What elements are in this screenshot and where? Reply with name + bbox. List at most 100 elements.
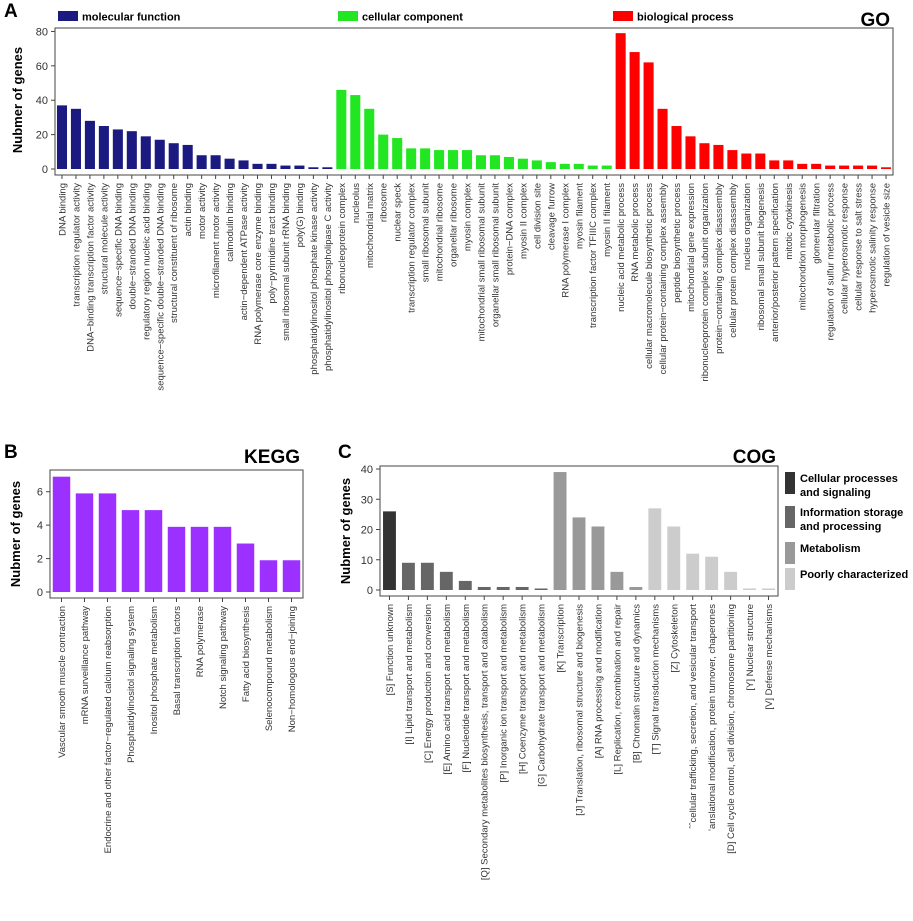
panel-c-legend-swatch [785, 472, 795, 494]
panel-a-xtick-label: protein−DNA complex [504, 183, 515, 275]
panel-c-ytick-label: 10 [361, 555, 373, 567]
panel-a-bar [741, 153, 752, 169]
panel-c-ytick-label: 0 [367, 585, 373, 597]
panel-b-xtick-label: Inositol phosphate metabolism [149, 606, 160, 734]
panel-a-xtick-label: myosin II filament [602, 183, 613, 257]
panel-c-bar [477, 586, 491, 590]
panel-a-letter: A [4, 1, 18, 22]
panel-a-bar [210, 155, 221, 169]
panel-a-bar [308, 167, 319, 169]
panel-c-title: COG [733, 447, 776, 468]
panel-c-legend-label: Poorly characterized [800, 569, 908, 581]
panel-a-xtick-label: motor activity [197, 183, 208, 239]
panel-b-bar [98, 493, 117, 592]
panel-c-bar [724, 571, 738, 590]
panel-b-bar [282, 560, 301, 592]
panel-c-bar [648, 508, 662, 590]
panel-c-bar [534, 588, 548, 590]
panel-b-bar [259, 560, 278, 592]
panel-a-xtick-label: cell division site [532, 183, 543, 249]
panel-a-xtick-label: ribosomal small subunit biogenesis [756, 183, 767, 331]
panel-b-bar [236, 543, 255, 592]
panel-a-bar [126, 131, 137, 169]
panel-c-bar [667, 526, 681, 590]
panel-a-xtick-label: poly−pyrimidine tract binding [267, 183, 278, 304]
panel-a-bar [783, 160, 794, 169]
panel-c-xtick-labels: [S] Function unknown [I] Lipid transport … [385, 596, 775, 880]
panel-a-bar [434, 150, 445, 169]
panel-a-xtick-label: DNA binding [57, 183, 68, 236]
panel-c-bar [743, 588, 757, 590]
panel-b-xtick-label: Notch signaling pathway [218, 606, 229, 709]
panel-a-bar [503, 156, 514, 169]
panel-c-legend-label: Metabolism [800, 543, 861, 555]
panel-a-bar [615, 33, 626, 169]
panel-a-bar [629, 52, 640, 169]
panel-a-xtick-label: small ribosomal subunit [421, 183, 432, 283]
panel-a-xtick-label: peptide biosynthetic process [672, 183, 683, 303]
panel-a-bar [811, 163, 822, 169]
panel-a-bar [266, 163, 277, 169]
panel-a-plot-frame [54, 27, 894, 176]
panel-a-xtick-label: phosphatidylinositol phospholipase C act… [323, 183, 334, 371]
panel-b-xtick-label: Basal transcription factors [172, 606, 183, 716]
panel-a-bar [196, 155, 207, 169]
panel-a-xtick-label: mitotic cytokinesis [784, 183, 795, 260]
panel-a-bars [56, 33, 892, 169]
panel-a-bar [587, 165, 598, 169]
panel-a-xtick-label: cleavage furrow [546, 183, 557, 250]
panel-b-xtick-label: mRNA surveillance pathway [80, 606, 91, 725]
panel-a-xtick-label: sequence−specific double−stranded DNA bi… [155, 183, 166, 391]
panel-a-xtick-label: cellular macromolecule biosynthetic proc… [644, 183, 655, 369]
panel-a-bar [70, 108, 81, 169]
panel-c-xtick-label: [P] Inorganic ion transport and metaboli… [499, 604, 510, 783]
panel-a-xtick-label: poly(G) binding [295, 183, 306, 247]
panel-c-bar [401, 562, 415, 590]
panel-a-xtick-label: regulation of sulfur metabolic process [826, 183, 837, 341]
panel-b-bar [52, 476, 71, 592]
panel-a-bar [517, 158, 528, 169]
panel-a-bar [699, 143, 710, 169]
panel-a-bar [294, 165, 305, 169]
panel-a-xtick-label: RNA polymerase core enzyme binding [253, 183, 264, 345]
panel-b-bar [75, 493, 94, 592]
panel-a-bar [420, 148, 431, 169]
panel-c-xtick-label: [B] Chromatin structure and dynamics [631, 604, 642, 763]
panel-a-xtick-label: ribosome [379, 183, 390, 222]
panel-a-xtick-label: RNA polymerase I complex [560, 183, 571, 298]
panel-b-ylabel: Nubmer of genes [8, 481, 23, 587]
panel-b-letter: B [4, 442, 18, 463]
panel-a-legend-label: biological process [637, 12, 734, 24]
panel-b-xtick-label: Selenocompound metabolism [264, 606, 275, 731]
panel-a-legend-swatch [613, 11, 633, 21]
panel-a-bar [112, 129, 123, 169]
panel-a-bar [84, 120, 95, 169]
panel-c-bars [383, 472, 775, 590]
panel-a-bar [56, 105, 68, 169]
panel-a-bar [573, 163, 584, 169]
panel-c-xtick-label: [L] Replication, recombination and repai… [612, 604, 623, 775]
panel-c-xtick-label: [K] Transcription [556, 604, 567, 673]
panel-a-xtick-label: nuclear speck [393, 183, 404, 242]
panel-c-bar [705, 556, 719, 590]
panel-b-bar [121, 510, 140, 592]
panel-a-xtick-label: ribonucleoprotein complex [337, 183, 348, 294]
panel-b-bars [52, 476, 301, 592]
panel-a-bar [350, 95, 361, 169]
panel-a-bar [238, 160, 249, 169]
panel-a-xtick-label: actin−dependent ATPase activity [239, 183, 250, 321]
panel-a-xtick-label: mitochondrion morphogenesis [798, 183, 809, 311]
panel-a-bar [839, 165, 850, 169]
panel-b-bar [190, 526, 209, 592]
panel-a-bar [559, 163, 570, 169]
panel-a-bar [489, 155, 500, 169]
panel-c-xtick-label: [E] Amino acid transport and metabolism [442, 604, 453, 775]
panel-a-bar [601, 165, 612, 169]
panel-a-bar [322, 167, 333, 169]
panel-a-bar [98, 126, 109, 169]
panel-c-bar [515, 586, 529, 590]
panel-b-xtick-label: Endocrine and other factor−regulated cal… [103, 606, 114, 853]
panel-c-xtick-label: [V] Defense mechanisms [764, 604, 775, 710]
panel-a-bar [545, 162, 556, 169]
panel-a-ytick-label: 20 [36, 130, 48, 142]
